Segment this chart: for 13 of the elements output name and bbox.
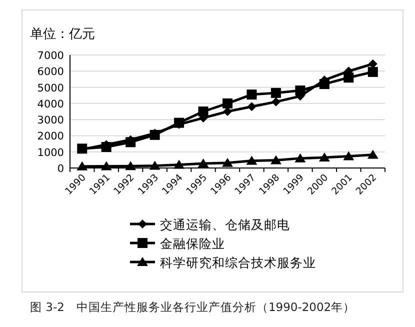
legend-label: 交通运输、仓储及邮电 <box>160 217 290 232</box>
y-tick-label: 4000 <box>37 98 64 110</box>
y-tick-label: 6000 <box>37 66 64 78</box>
y-tick-label: 2000 <box>37 130 64 143</box>
y-tick-label: 7000 <box>37 50 64 62</box>
legend-label: 科学研究和综合技术服务业 <box>160 255 316 270</box>
legend-label: 金融保险业 <box>160 236 225 251</box>
y-tick-label: 5000 <box>37 82 64 94</box>
y-tick-label: 1000 <box>37 146 64 159</box>
y-tick-label: 3000 <box>37 114 64 127</box>
y-tick-label: 0 <box>57 163 64 175</box>
caption: 图 3-2 中国生产性服务业各行业产值分析（1990-2002年） <box>30 300 356 314</box>
chart-title: 单位：亿元 <box>30 27 95 42</box>
